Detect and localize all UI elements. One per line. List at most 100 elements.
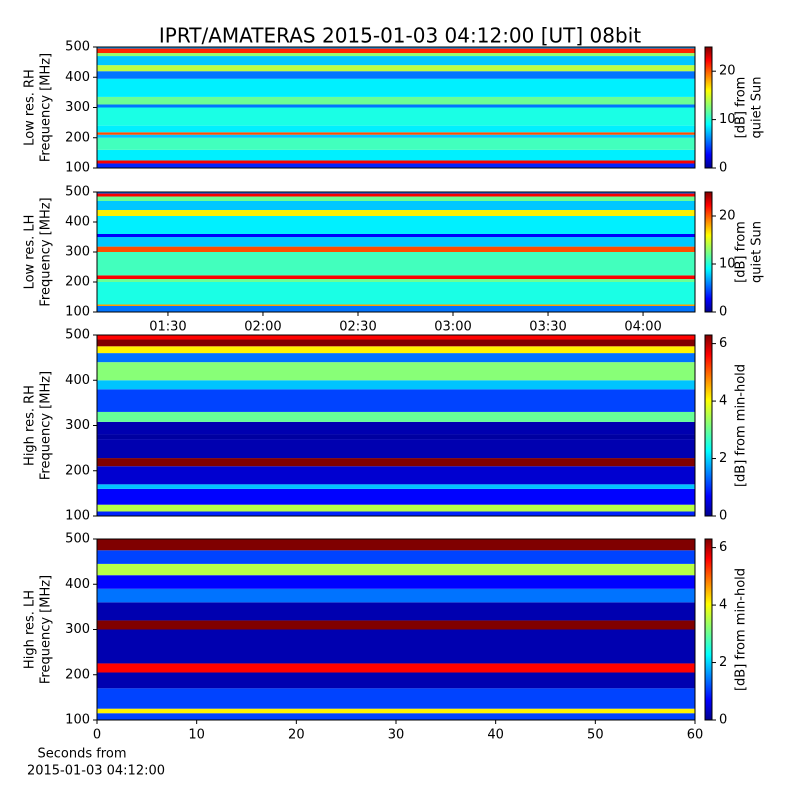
heatmap-cell: [97, 602, 695, 621]
y-tick-label: 100: [65, 305, 90, 320]
heatmap-cell: [97, 663, 695, 673]
y-tick-label: 500: [65, 328, 90, 343]
colorbar-label: quiet Sun: [750, 76, 765, 138]
colorbar: [704, 46, 713, 169]
heatmap-cell: [97, 362, 695, 381]
y-axis-label: Frequency [MHz]: [39, 197, 54, 306]
y-axis-label: High res. RH: [23, 385, 38, 466]
heatmap-cell: [97, 48, 695, 54]
x-tick-label: 03:30: [529, 320, 566, 335]
heatmap-cell: [97, 411, 695, 422]
y-tick-label: 400: [65, 215, 90, 230]
heatmap-cell: [97, 246, 695, 252]
heatmap-cell: [97, 71, 695, 79]
colorbar-tick-label: 2: [719, 655, 727, 670]
x-tick-label: 20: [288, 728, 305, 743]
colorbar-tick-label: 0: [719, 713, 727, 728]
colorbar: [704, 191, 713, 313]
heatmap-cell: [97, 708, 695, 714]
y-tick-label: 200: [65, 275, 90, 290]
heatmap-cell: [97, 201, 695, 210]
heatmap-cell: [97, 47, 695, 49]
heatmap-cell: [97, 282, 695, 305]
y-tick-label: 300: [65, 245, 90, 260]
x-tick-label: 60: [687, 728, 704, 743]
heatmap-cell: [97, 488, 695, 505]
heatmap-cell: [97, 237, 695, 247]
y-tick-label: 200: [65, 463, 90, 478]
heatmap-cell: [97, 137, 695, 150]
y-tick-label: 300: [65, 622, 90, 637]
heatmap-cell: [97, 56, 695, 66]
heatmap-cell: [97, 688, 695, 709]
colorbar-tick-label: 6: [719, 540, 727, 555]
heatmap-cell: [97, 53, 695, 57]
x-tick-label: 03:00: [434, 320, 471, 335]
heatmap-cell: [97, 134, 695, 138]
y-tick-label: 300: [65, 100, 90, 115]
x-tick-label: 50: [587, 728, 604, 743]
chart-title: IPRT/AMATERAS 2015-01-03 04:12:00 [UT] 0…: [159, 24, 641, 48]
heatmap-cell: [97, 458, 695, 467]
heatmap-cell: [97, 629, 695, 664]
heatmap-cell: [97, 466, 695, 485]
heatmap-cell: [97, 210, 695, 216]
heatmap-cell: [97, 563, 695, 576]
y-tick-label: 200: [65, 130, 90, 145]
colorbar-label: [dB] from: [734, 221, 749, 283]
colorbar-tick-label: 2: [719, 451, 727, 466]
heatmap-cell: [97, 160, 695, 164]
heatmap-cell: [97, 252, 695, 276]
heatmap-cell: [97, 104, 695, 108]
y-tick-label: 400: [65, 70, 90, 85]
y-tick-label: 300: [65, 418, 90, 433]
x-tick-label: 30: [388, 728, 405, 743]
heatmap-cell: [97, 389, 695, 412]
heatmap-cell: [97, 575, 695, 589]
colorbar-tick-label: 0: [719, 161, 727, 176]
heatmap-cell: [97, 539, 695, 551]
y-tick-label: 400: [65, 373, 90, 388]
x-tick-label: 04:00: [624, 320, 661, 335]
heatmap-cell: [97, 339, 695, 347]
colorbar-tick-label: 10: [719, 112, 736, 127]
heatmap-cell: [97, 132, 695, 135]
colorbar-tick-label: 6: [719, 336, 727, 351]
colorbar: [704, 334, 713, 517]
colorbar: [704, 538, 713, 721]
heatmap-cell: [97, 421, 695, 435]
heatmap-cell: [97, 107, 695, 126]
y-tick-label: 500: [65, 185, 90, 200]
y-axis-label: High res. LH: [23, 590, 38, 669]
x-tick-label: 10: [188, 728, 205, 743]
heatmap-cell: [97, 279, 695, 282]
y-tick-label: 100: [65, 161, 90, 176]
heatmap-cell: [97, 193, 695, 197]
x-tick-label: 02:30: [339, 320, 376, 335]
colorbar-tick-label: 20: [719, 64, 736, 79]
colorbar-label: quiet Sun: [750, 221, 765, 283]
x-tick-label: 40: [487, 728, 504, 743]
heatmap-cell: [97, 550, 695, 564]
heatmap-cell: [97, 434, 695, 440]
heatmap-cell: [97, 275, 695, 279]
y-axis-label: Low res. LH: [23, 215, 38, 290]
y-axis-label: Low res. RH: [23, 69, 38, 146]
heatmap-cell: [97, 620, 695, 630]
y-axis-label: Frequency [MHz]: [39, 371, 54, 480]
colorbar-label: [dB] from min-hold: [734, 568, 749, 691]
y-tick-label: 100: [65, 509, 90, 524]
heatmap-cell: [97, 346, 695, 354]
heatmap-cell: [97, 149, 695, 161]
heatmap-cell: [97, 672, 695, 689]
heatmap-cell: [97, 65, 695, 72]
y-tick-label: 500: [65, 532, 90, 547]
heatmap-cell: [97, 713, 695, 720]
y-tick-label: 100: [65, 713, 90, 728]
y-axis-label: Frequency [MHz]: [39, 575, 54, 684]
x-tick-label: 0: [93, 728, 101, 743]
x-axis-label: 2015-01-03 04:12:00: [27, 764, 165, 779]
y-axis-label: Frequency [MHz]: [39, 53, 54, 162]
y-tick-label: 400: [65, 577, 90, 592]
heatmap-cell: [97, 335, 695, 340]
